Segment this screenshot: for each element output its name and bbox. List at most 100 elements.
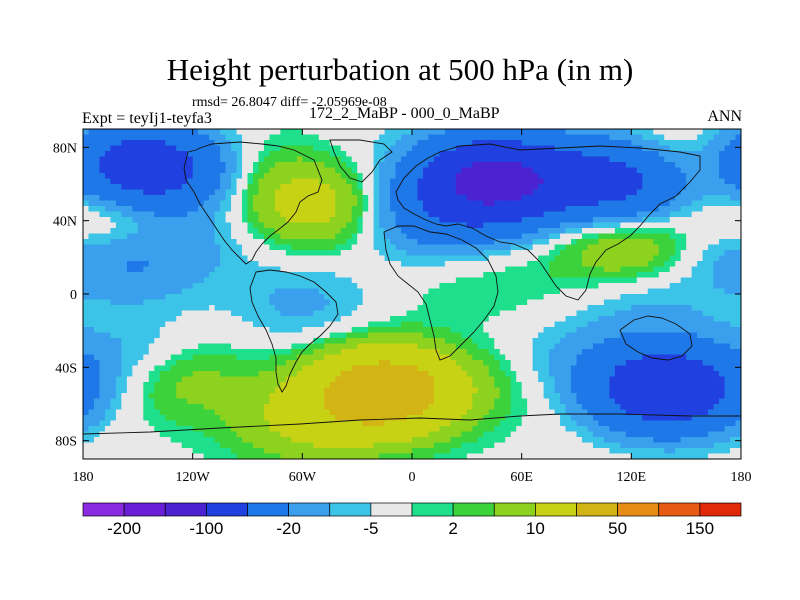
field-cell (708, 321, 715, 328)
field-cell (170, 316, 177, 323)
field-cell (543, 288, 550, 295)
field-cell (231, 145, 238, 152)
field-cell (83, 250, 90, 257)
field-cell (664, 283, 671, 290)
field-cell (620, 343, 627, 350)
field-cell (159, 217, 166, 224)
field-cell (220, 211, 227, 218)
field-cell (263, 261, 271, 268)
field-cell (154, 327, 161, 334)
field-cell (379, 140, 386, 147)
field-cell (412, 145, 419, 152)
field-cell (165, 178, 172, 185)
field-cell (93, 283, 101, 290)
field-cell (521, 184, 528, 191)
field-cell (412, 250, 419, 257)
field-cell (521, 283, 528, 290)
field-cell (669, 211, 676, 218)
field-cell (104, 178, 112, 185)
field-cell (494, 250, 501, 257)
field-cell (647, 321, 654, 328)
field-cell (88, 211, 95, 218)
field-cell (532, 294, 539, 301)
field-cell (527, 239, 534, 246)
field-cell (483, 321, 490, 328)
field-cell (549, 189, 556, 196)
field-cell (625, 156, 632, 163)
field-cell (702, 349, 709, 356)
field-cell (724, 250, 731, 257)
field-cell (280, 162, 287, 169)
field-cell (444, 140, 451, 147)
field-cell (609, 277, 616, 284)
field-cell (83, 272, 90, 279)
field-cell (307, 233, 314, 240)
field-cell (439, 255, 446, 262)
field-cell (598, 200, 605, 207)
field-cell (252, 173, 260, 180)
field-cell (625, 211, 632, 218)
field-cell (93, 305, 101, 312)
field-cell (406, 327, 413, 334)
field-cell (444, 316, 451, 323)
field-cell (543, 338, 550, 345)
field-cell (576, 162, 583, 169)
field-cell (285, 151, 292, 158)
field-cell (395, 217, 402, 224)
field-cell (422, 211, 430, 218)
field-cell (439, 184, 446, 191)
field-cell (675, 178, 682, 185)
field-cell (93, 156, 101, 163)
field-cell (702, 255, 709, 262)
field-cell (543, 134, 550, 141)
field-cell (549, 173, 556, 180)
field-cell (581, 140, 589, 147)
field-cell (368, 222, 375, 229)
field-cell (724, 316, 731, 323)
field-cell (181, 283, 188, 290)
field-cell (335, 206, 342, 213)
field-cell (483, 162, 490, 169)
field-cell (274, 332, 281, 339)
field-cell (631, 239, 638, 246)
field-cell (296, 189, 303, 196)
field-cell (587, 255, 594, 262)
field-cell (236, 239, 243, 246)
field-cell (554, 228, 561, 235)
field-cell (313, 211, 320, 218)
field-cell (713, 294, 720, 301)
field-cell (242, 277, 249, 284)
field-cell (664, 250, 671, 257)
field-cell (592, 217, 600, 224)
field-cell (132, 332, 139, 339)
field-cell (406, 332, 413, 339)
field-cell (384, 178, 391, 185)
field-cell (461, 178, 468, 185)
field-cell (373, 283, 380, 290)
field-cell (302, 244, 309, 251)
field-cell (126, 299, 133, 306)
field-cell (214, 316, 221, 323)
field-cell (252, 288, 260, 295)
field-cell (170, 310, 177, 317)
field-cell (395, 211, 402, 218)
field-cell (625, 217, 632, 224)
field-cell (422, 354, 430, 361)
field-cell (192, 354, 199, 361)
field-cell (335, 316, 342, 323)
field-cell (653, 189, 660, 196)
field-cell (176, 288, 183, 295)
field-cell (521, 162, 528, 169)
field-cell (88, 288, 95, 295)
field-cell (313, 354, 320, 361)
field-cell (658, 233, 665, 240)
field-cell (88, 338, 95, 345)
field-cell (154, 244, 161, 251)
field-cell (735, 211, 741, 218)
field-cell (494, 200, 501, 207)
field-cell (192, 162, 199, 169)
field-cell (538, 156, 545, 163)
field-cell (444, 228, 451, 235)
field-cell (527, 195, 534, 202)
field-cell (88, 255, 95, 262)
